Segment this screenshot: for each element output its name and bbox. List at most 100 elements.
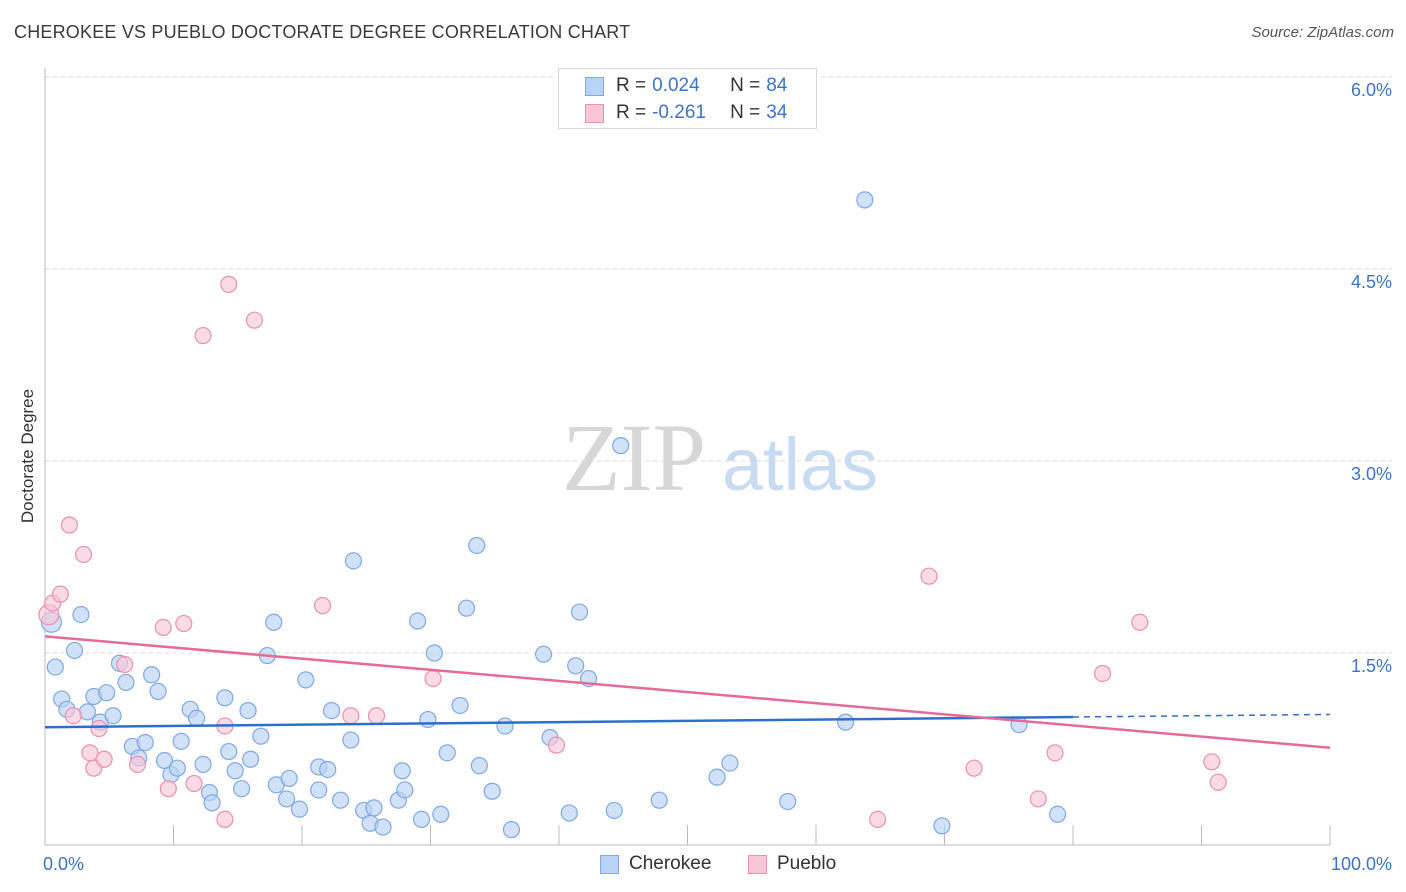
cherokee-point-68 xyxy=(534,645,553,663)
watermark-atlas: atlas xyxy=(722,423,878,506)
pueblo-point-20 xyxy=(245,311,264,329)
cherokee-point-35 xyxy=(265,613,283,631)
pueblo-point-29 xyxy=(1029,790,1047,808)
legend-row-pueblo: R = -0.261 N = 34 xyxy=(585,101,787,125)
cherokee-point-18 xyxy=(155,751,174,770)
pueblo-point-4 xyxy=(64,707,82,725)
grid-layer xyxy=(45,76,1392,654)
pueblo-point-8 xyxy=(90,719,108,738)
cherokee-point-55 xyxy=(409,612,427,630)
stats-legend: R = 0.024 N = 84 R = -0.261 N = 34 xyxy=(558,68,817,129)
cherokee-point-52 xyxy=(393,762,411,780)
cherokee-point-44 xyxy=(322,701,341,720)
cherokee-trend-line xyxy=(44,715,1074,729)
x-tick-label-1: 100.0% xyxy=(1331,854,1392,874)
cherokee-point-23 xyxy=(188,709,206,727)
cherokee-point-66 xyxy=(496,717,514,735)
legend-row-cherokee: R = 0.024 N = 84 xyxy=(585,74,787,98)
cherokee-point-78 xyxy=(721,754,739,772)
cherokee-point-12 xyxy=(117,673,135,692)
cherokee-point-75 xyxy=(612,437,630,455)
cherokee-point-10 xyxy=(104,707,122,725)
cherokee-r-label: R = xyxy=(616,75,647,96)
tick-label-layer: 1.5% 3.0% 4.5% 6.0% 0.0% 100.0% xyxy=(43,80,1392,874)
cherokee-point-24 xyxy=(194,755,212,773)
cherokee-point-51 xyxy=(374,818,392,836)
cherokee-point-21 xyxy=(172,732,190,750)
cherokee-n-value: 84 xyxy=(766,75,788,96)
cherokee-point-16 xyxy=(143,666,161,684)
pueblo-n-value: 34 xyxy=(766,102,788,123)
chart-title: CHEROKEE VS PUEBLO DOCTORATE DEGREE CORR… xyxy=(14,22,631,42)
pueblo-point-18 xyxy=(216,810,234,829)
pueblo-n-label: N = xyxy=(730,102,761,123)
cherokee-point-17 xyxy=(149,682,167,701)
pueblo-point-15 xyxy=(185,774,203,793)
cherokee-point-38 xyxy=(280,769,298,788)
pueblo-point-2 xyxy=(51,585,70,603)
cherokee-point-81 xyxy=(856,191,874,209)
cherokee-point-64 xyxy=(468,536,486,555)
bottom-legend-pueblo: Pueblo xyxy=(748,852,836,876)
pueblo-point-12 xyxy=(154,618,172,637)
y-tick-label-3: 6.0% xyxy=(1351,80,1392,100)
cherokee-point-15 xyxy=(136,733,154,752)
cherokee-point-40 xyxy=(297,671,315,689)
points-layer xyxy=(38,191,1227,839)
cherokee-point-29 xyxy=(226,762,244,780)
cherokee-point-33 xyxy=(252,727,270,745)
axis-layer xyxy=(44,68,1331,846)
pueblo-point-34 xyxy=(1209,773,1227,791)
cherokee-swatch xyxy=(585,76,604,96)
cherokee-point-47 xyxy=(344,552,362,570)
cherokee-point-60 xyxy=(438,744,456,762)
pueblo-point-21 xyxy=(313,597,332,615)
cherokee-point-39 xyxy=(290,800,309,818)
cherokee-point-61 xyxy=(451,696,469,715)
pueblo-point-5 xyxy=(74,545,93,564)
pueblo-point-31 xyxy=(1093,664,1112,683)
cherokee-point-71 xyxy=(567,657,585,675)
cherokee-point-54 xyxy=(396,781,414,799)
cherokee-point-4 xyxy=(65,641,84,660)
pueblo-point-23 xyxy=(367,707,386,725)
pueblo-point-26 xyxy=(869,810,887,829)
cherokee-point-30 xyxy=(233,780,251,798)
pueblo-point-32 xyxy=(1131,613,1149,631)
pueblo-point-28 xyxy=(965,759,983,777)
y-axis-title: Doctorate Degree xyxy=(18,388,37,524)
cherokee-point-77 xyxy=(708,768,726,786)
cherokee-point-56 xyxy=(412,810,431,829)
cherokee-point-37 xyxy=(277,790,296,808)
cherokee-point-26 xyxy=(203,794,221,812)
pueblo-point-27 xyxy=(920,567,938,585)
pueblo-r-value: -0.261 xyxy=(652,102,706,123)
pueblo-point-19 xyxy=(220,275,238,293)
cherokee-point-65 xyxy=(483,782,501,800)
cherokee-point-67 xyxy=(502,821,521,839)
bottom-pueblo-label: Pueblo xyxy=(777,853,837,874)
cherokee-point-43 xyxy=(319,760,337,779)
cherokee-point-57 xyxy=(419,710,437,729)
source-label: Source: ZipAtlas.com xyxy=(1251,24,1394,41)
cherokee-point-20 xyxy=(168,759,186,777)
pueblo-point-9 xyxy=(95,750,113,768)
cherokee-point-63 xyxy=(470,757,488,775)
cherokee-point-76 xyxy=(650,791,668,809)
bottom-cherokee-swatch xyxy=(600,854,619,874)
cherokee-point-46 xyxy=(342,731,360,749)
cherokee-point-32 xyxy=(242,750,260,768)
cherokee-point-9 xyxy=(98,684,116,702)
cherokee-point-59 xyxy=(432,805,450,823)
cherokee-point-79 xyxy=(779,792,797,811)
cherokee-r-value: 0.024 xyxy=(652,75,700,96)
bottom-legend-cherokee: Cherokee xyxy=(600,852,711,876)
pueblo-point-16 xyxy=(194,326,212,345)
cherokee-point-62 xyxy=(457,599,476,617)
cherokee-point-84 xyxy=(1048,805,1067,823)
cherokee-point-45 xyxy=(331,791,350,809)
bottom-cherokee-label: Cherokee xyxy=(629,853,712,874)
pueblo-point-33 xyxy=(1203,753,1221,771)
cherokee-point-27 xyxy=(216,689,234,707)
